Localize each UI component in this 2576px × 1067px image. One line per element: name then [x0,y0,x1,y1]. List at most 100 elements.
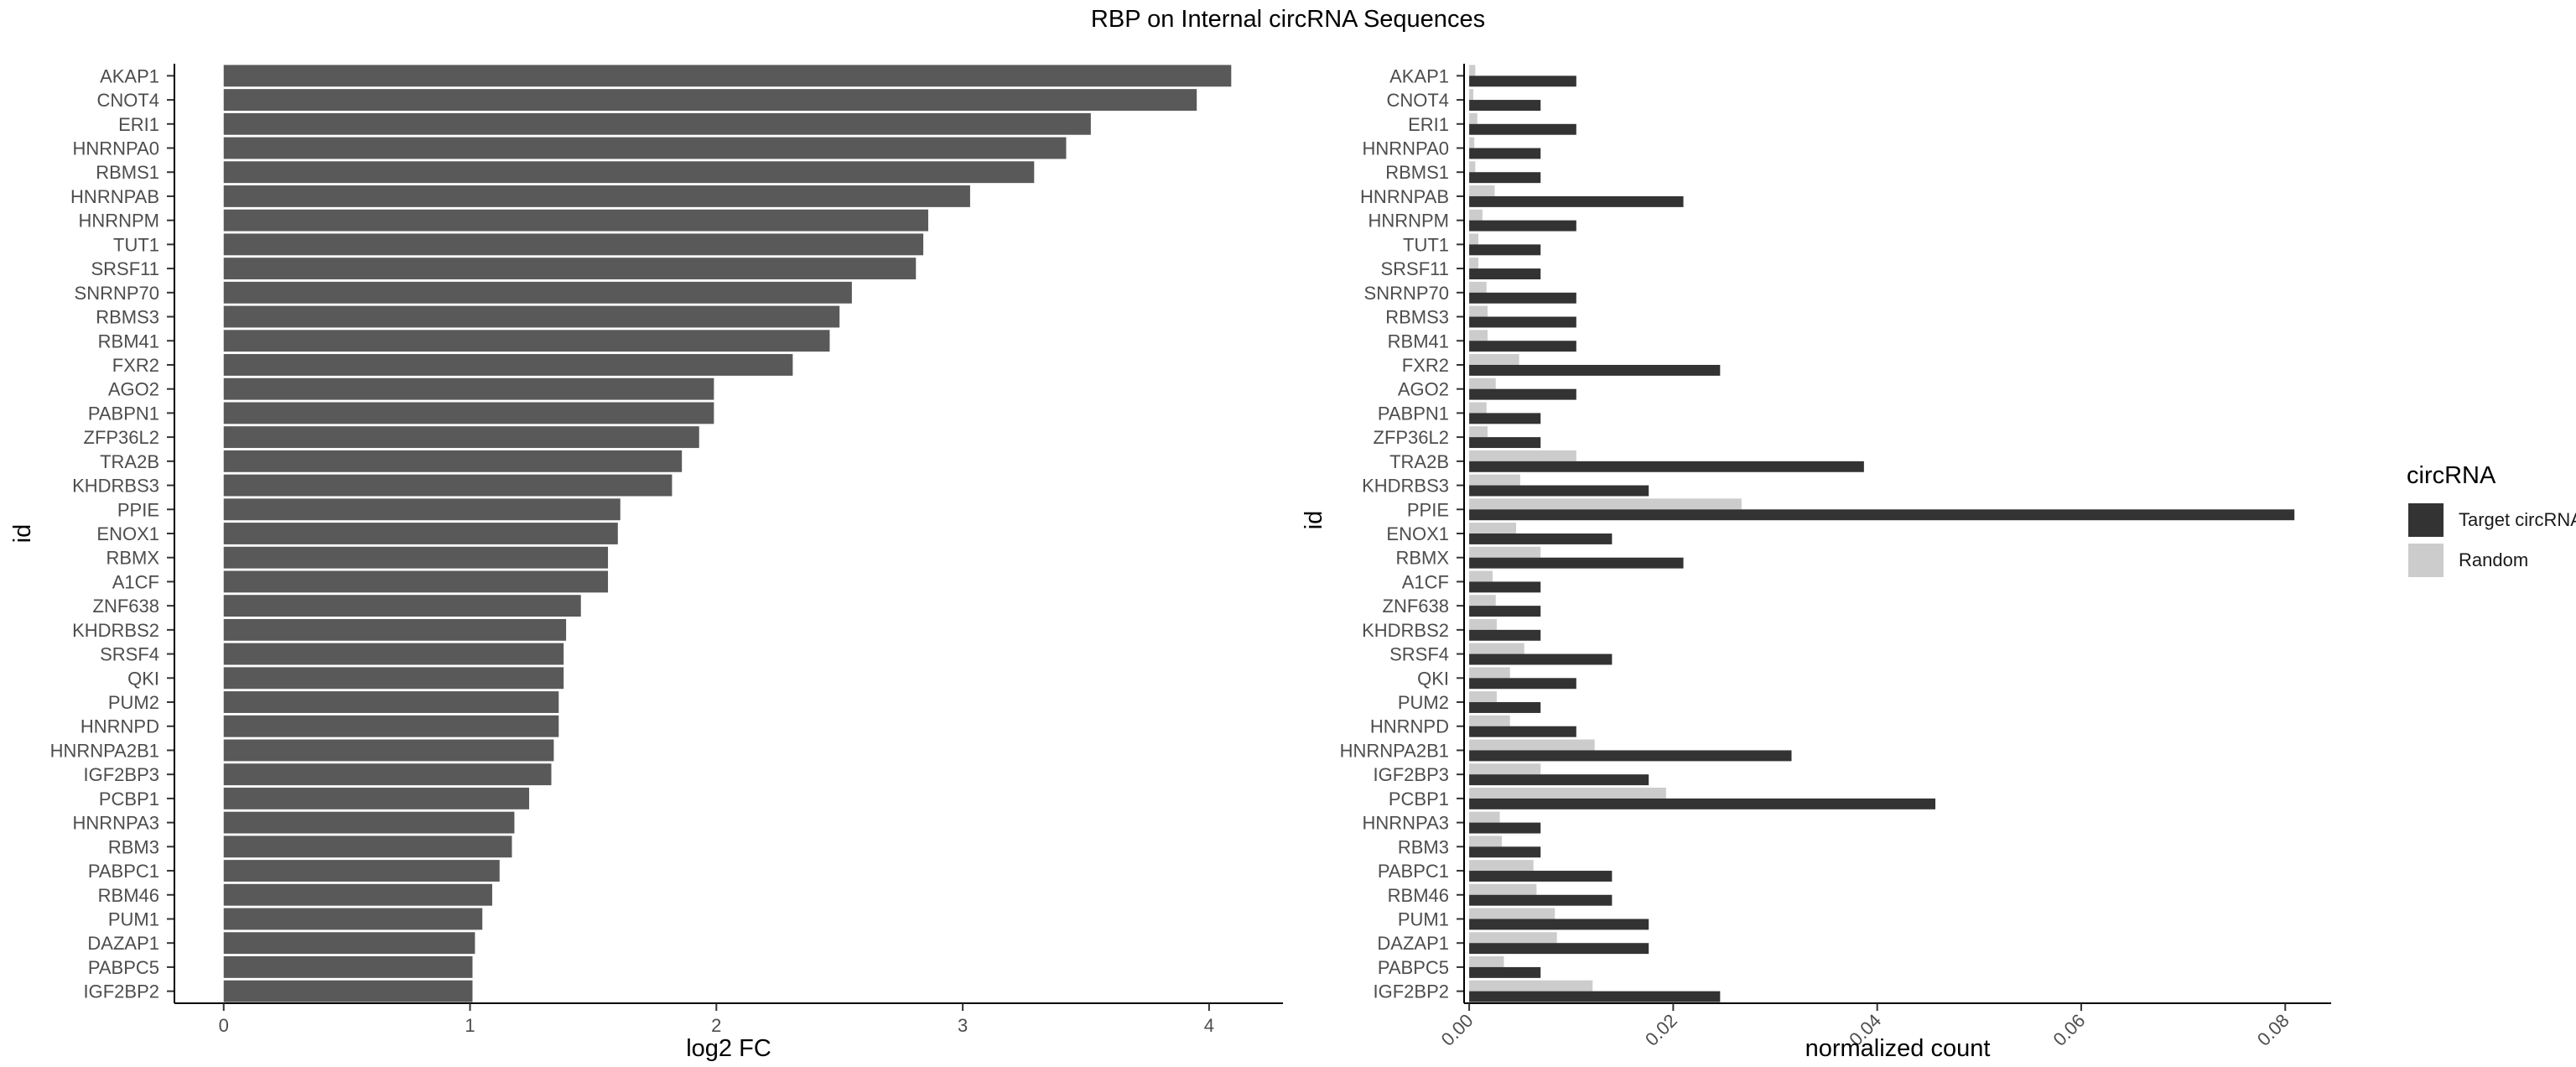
y-tick-label: PPIE [117,499,159,520]
y-tick-label: ZFP36L2 [84,427,160,448]
bar-random-a1cf [1469,570,1493,582]
bar-log2fc-ppie [223,498,621,521]
bar-target-pum2 [1469,702,1541,713]
bar-log2fc-hnrnpa2b1 [223,739,554,762]
x-tick-label: 0 [219,1015,229,1036]
y-tick-label: KHDRBS2 [1362,620,1449,641]
y-tick-label: RBM41 [98,331,159,351]
x-tick-label: 3 [958,1015,968,1036]
y-tick-label: RBM3 [108,836,159,857]
x-tick-label: 4 [1204,1015,1214,1036]
bar-log2fc-znf638 [223,595,581,617]
bar-target-cnot4 [1469,100,1541,111]
bar-random-akap1 [1469,65,1476,76]
bar-target-srsf4 [1469,653,1613,665]
x-axis-title: normalized count [1805,1035,1991,1062]
y-tick-label: ENOX1 [1386,523,1449,544]
bar-target-ppie [1469,509,2295,521]
y-tick-label: IGF2BP2 [1374,981,1449,1002]
bar-random-igf2bp2 [1469,980,1593,992]
y-tick-label: RBMS3 [96,307,159,328]
bar-target-rbms1 [1469,172,1541,184]
y-tick-label: KHDRBS2 [72,620,159,641]
bar-random-rbm46 [1469,883,1537,895]
bar-random-eri1 [1469,112,1478,124]
y-tick-label: RBM41 [1388,331,1449,351]
bar-log2fc-dazap1 [223,932,475,955]
y-tick-label: IGF2BP3 [1374,764,1449,785]
bar-target-pum1 [1469,919,1649,930]
bar-target-hnrnpd [1469,726,1576,737]
bar-log2fc-pcbp1 [223,787,530,809]
bar-log2fc-hnrnpa0 [223,137,1067,159]
bar-random-hnrnpd [1469,715,1510,726]
bar-log2fc-tut1 [223,233,924,256]
x-tick-label: 1 [465,1015,475,1036]
bar-random-rbms1 [1469,161,1476,173]
y-axis-title: id [1301,511,1327,530]
y-tick-label: A1CF [1402,571,1449,592]
y-tick-label: HNRNPA3 [72,813,159,834]
bar-log2fc-rbm46 [223,883,492,906]
y-tick-label: TUT1 [113,234,159,255]
y-tick-label: PABPC1 [88,861,159,882]
bar-log2fc-ago2 [223,377,714,400]
y-tick-label: PPIE [1407,499,1449,520]
bar-random-pabpc1 [1469,860,1534,872]
bar-target-eri1 [1469,123,1576,135]
bar-random-hnrnpm [1469,209,1483,221]
bar-random-fxr2 [1469,354,1519,365]
y-tick-label: IGF2BP3 [84,764,159,785]
bar-target-pcbp1 [1469,798,1936,809]
bar-log2fc-igf2bp2 [223,980,473,1002]
bar-target-enox1 [1469,534,1613,544]
bar-random-hnrnpa2b1 [1469,739,1595,751]
bar-target-rbm3 [1469,846,1541,858]
y-tick-label: ZNF638 [1383,596,1449,617]
y-tick-label: ERI1 [1408,114,1449,135]
bar-random-ppie [1469,498,1742,510]
bar-target-khdrbs2 [1469,629,1541,641]
bar-target-tra2b [1469,461,1864,472]
y-tick-label: RBMS1 [1385,162,1449,183]
legend-key-target [2408,503,2444,537]
y-tick-label: HNRNPA0 [72,138,159,159]
y-tick-label: KHDRBS3 [72,476,159,497]
bar-target-hnrnpab [1469,195,1684,207]
bar-random-hnrnpa0 [1469,137,1475,148]
bar-target-khdrbs3 [1469,485,1649,497]
bar-log2fc-pabpc1 [223,860,500,882]
bar-log2fc-khdrbs3 [223,474,673,497]
bar-random-enox1 [1469,523,1517,534]
figure-title: RBP on Internal circRNA Sequences [1091,6,1485,33]
y-tick-label: HNRNPAB [70,186,159,207]
y-tick-label: AKAP1 [1389,65,1449,86]
bar-log2fc-cnot4 [223,89,1197,111]
bar-target-srsf11 [1469,268,1541,280]
bar-random-znf638 [1469,595,1496,606]
y-tick-label: HNRNPA0 [1362,138,1449,159]
y-tick-label: A1CF [112,571,159,592]
y-tick-label: HNRNPA2B1 [1340,740,1449,761]
bar-target-hnrnpa3 [1469,822,1541,834]
bar-random-cnot4 [1469,89,1473,101]
y-tick-label: AKAP1 [100,65,159,86]
x-tick-label: 0.02 [1641,1010,1681,1050]
legend-label-target: Target circRNAs [2459,509,2576,530]
log2fc-bar-panel: AKAP1CNOT4ERI1HNRNPA0RBMS1HNRNPABHNRNPMT… [9,64,1283,1062]
y-tick-label: ENOX1 [96,523,159,544]
bar-target-tut1 [1469,244,1541,256]
bar-random-tut1 [1469,233,1479,245]
normalized-count-bar-panel: AKAP1CNOT4ERI1HNRNPA0RBMS1HNRNPABHNRNPMT… [1301,64,2331,1062]
bar-random-tra2b [1469,450,1576,461]
y-tick-label: RBM46 [98,885,159,906]
y-tick-label: FXR2 [112,355,159,376]
bar-log2fc-hnrnpd [223,715,559,737]
y-tick-label: CNOT4 [1386,90,1449,111]
bar-random-qki [1469,667,1510,679]
bar-log2fc-hnrnpm [223,209,928,232]
y-tick-label: TRA2B [1389,451,1449,472]
bar-log2fc-tra2b [223,450,683,472]
x-tick-label: 0.00 [1437,1010,1478,1050]
bar-target-fxr2 [1469,364,1721,376]
